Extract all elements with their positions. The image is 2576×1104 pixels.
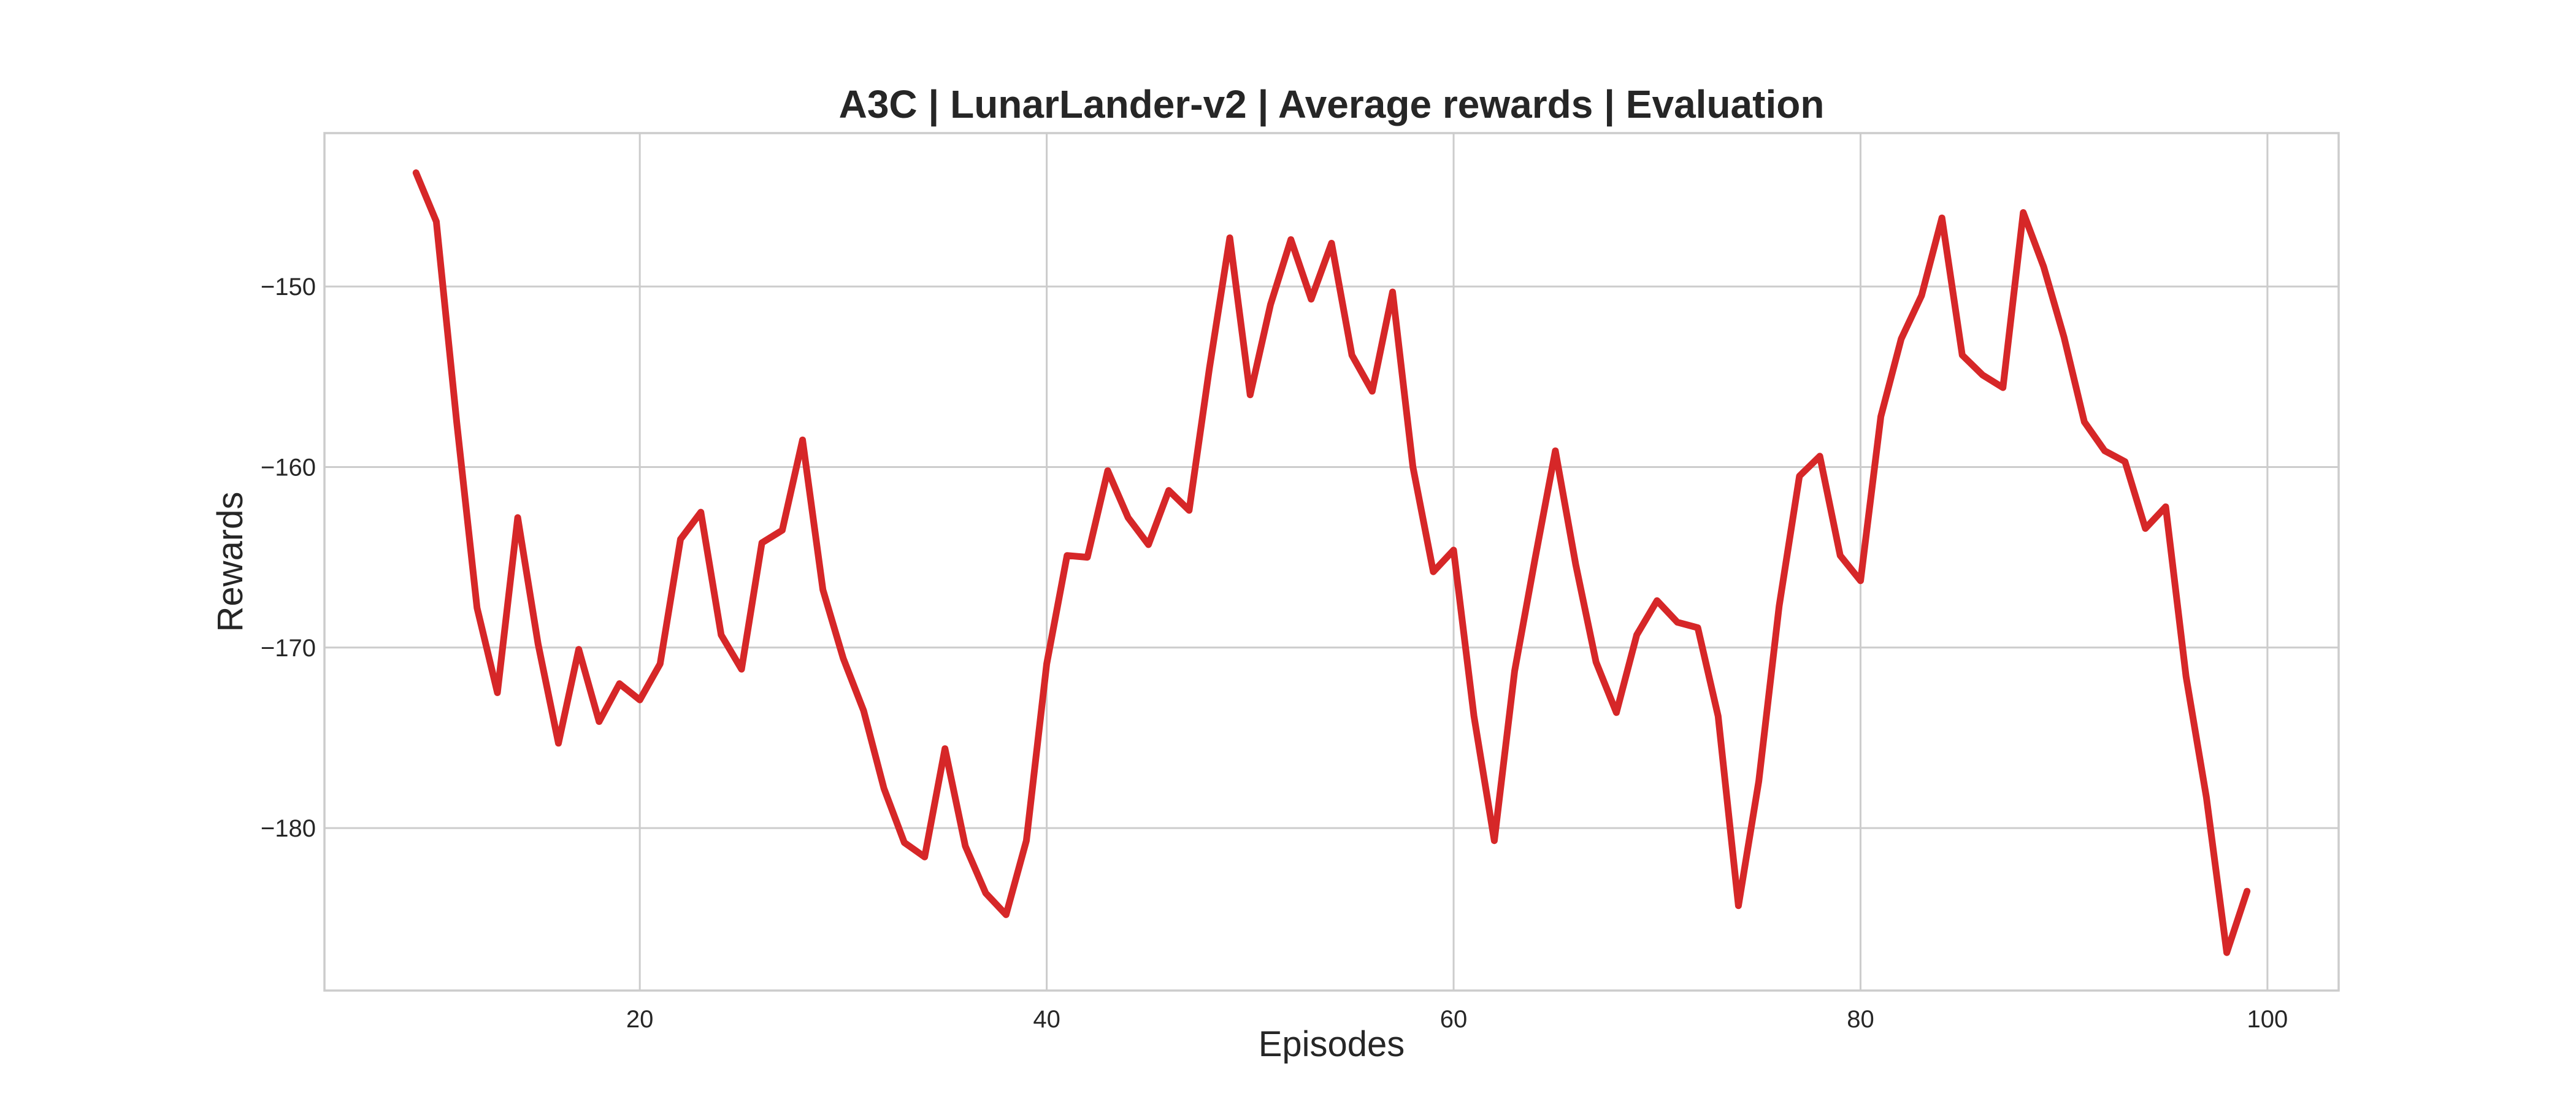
y-axis-ticks: −180 −170 −160 −150 xyxy=(261,274,316,842)
y-axis-label: Rewards xyxy=(210,492,250,632)
plot-frame xyxy=(323,132,2340,992)
y-tick-label: −170 xyxy=(261,635,316,662)
x-tick-label: 20 xyxy=(626,1006,654,1033)
series-line xyxy=(412,169,2251,956)
x-axis-label: Episodes xyxy=(1259,1024,1405,1064)
x-tick-label: 40 xyxy=(1033,1006,1060,1033)
y-tick-label: −160 xyxy=(261,454,316,481)
x-axis-ticks: 20 40 60 80 100 xyxy=(626,1006,2288,1033)
y-tick-label: −150 xyxy=(261,274,316,301)
y-tick-label: −180 xyxy=(261,815,316,842)
plot-lines xyxy=(412,169,2251,956)
x-tick-label: 80 xyxy=(1847,1006,1874,1033)
chart-title: A3C | LunarLander-v2 | Average rewards |… xyxy=(839,82,1825,127)
x-tick-label: 60 xyxy=(1440,1006,1468,1033)
x-tick-label: 100 xyxy=(2247,1006,2288,1033)
